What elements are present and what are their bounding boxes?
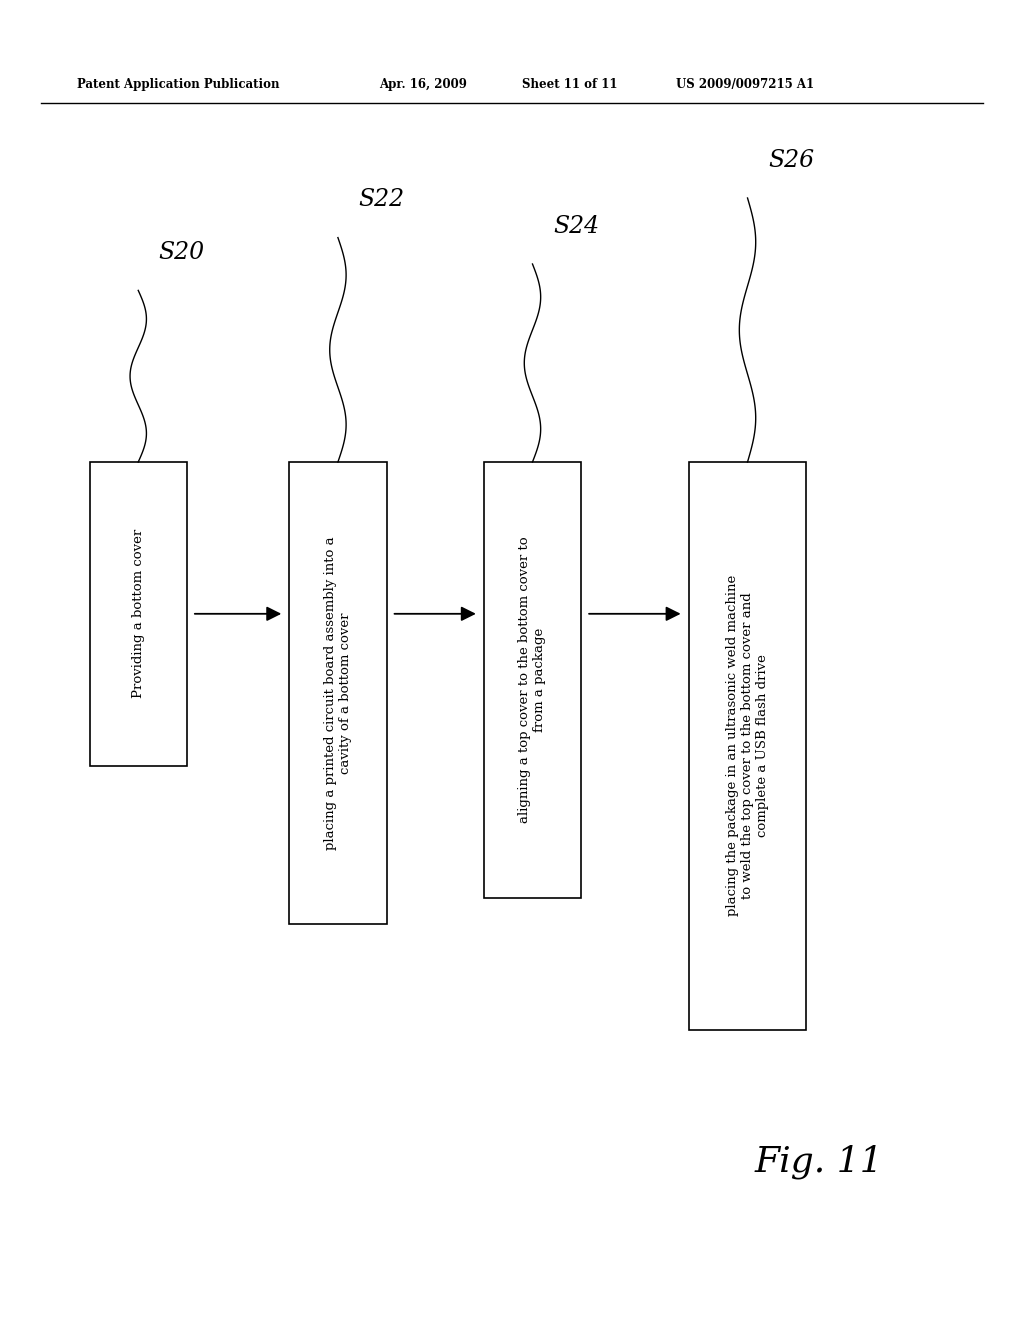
Text: S24: S24: [553, 215, 599, 238]
Text: aligning a top cover to the bottom cover to
from a package: aligning a top cover to the bottom cover…: [518, 536, 547, 824]
Text: Sheet 11 of 11: Sheet 11 of 11: [522, 78, 617, 91]
Bar: [688, 462, 807, 1030]
Text: S22: S22: [358, 189, 404, 211]
Text: Fig. 11: Fig. 11: [755, 1144, 884, 1179]
Bar: [484, 462, 582, 898]
Text: Providing a bottom cover: Providing a bottom cover: [132, 529, 144, 698]
Text: Patent Application Publication: Patent Application Publication: [77, 78, 280, 91]
Text: S26: S26: [768, 149, 814, 172]
Bar: [90, 462, 186, 766]
Text: placing a printed circuit board assembly into a
cavity of a bottom cover: placing a printed circuit board assembly…: [324, 536, 352, 850]
Bar: [290, 462, 387, 924]
Text: S20: S20: [159, 242, 205, 264]
Text: placing the package in an ultrasonic weld machine
to weld the top cover to the b: placing the package in an ultrasonic wel…: [726, 576, 769, 916]
Text: Apr. 16, 2009: Apr. 16, 2009: [379, 78, 467, 91]
Text: US 2009/0097215 A1: US 2009/0097215 A1: [676, 78, 814, 91]
